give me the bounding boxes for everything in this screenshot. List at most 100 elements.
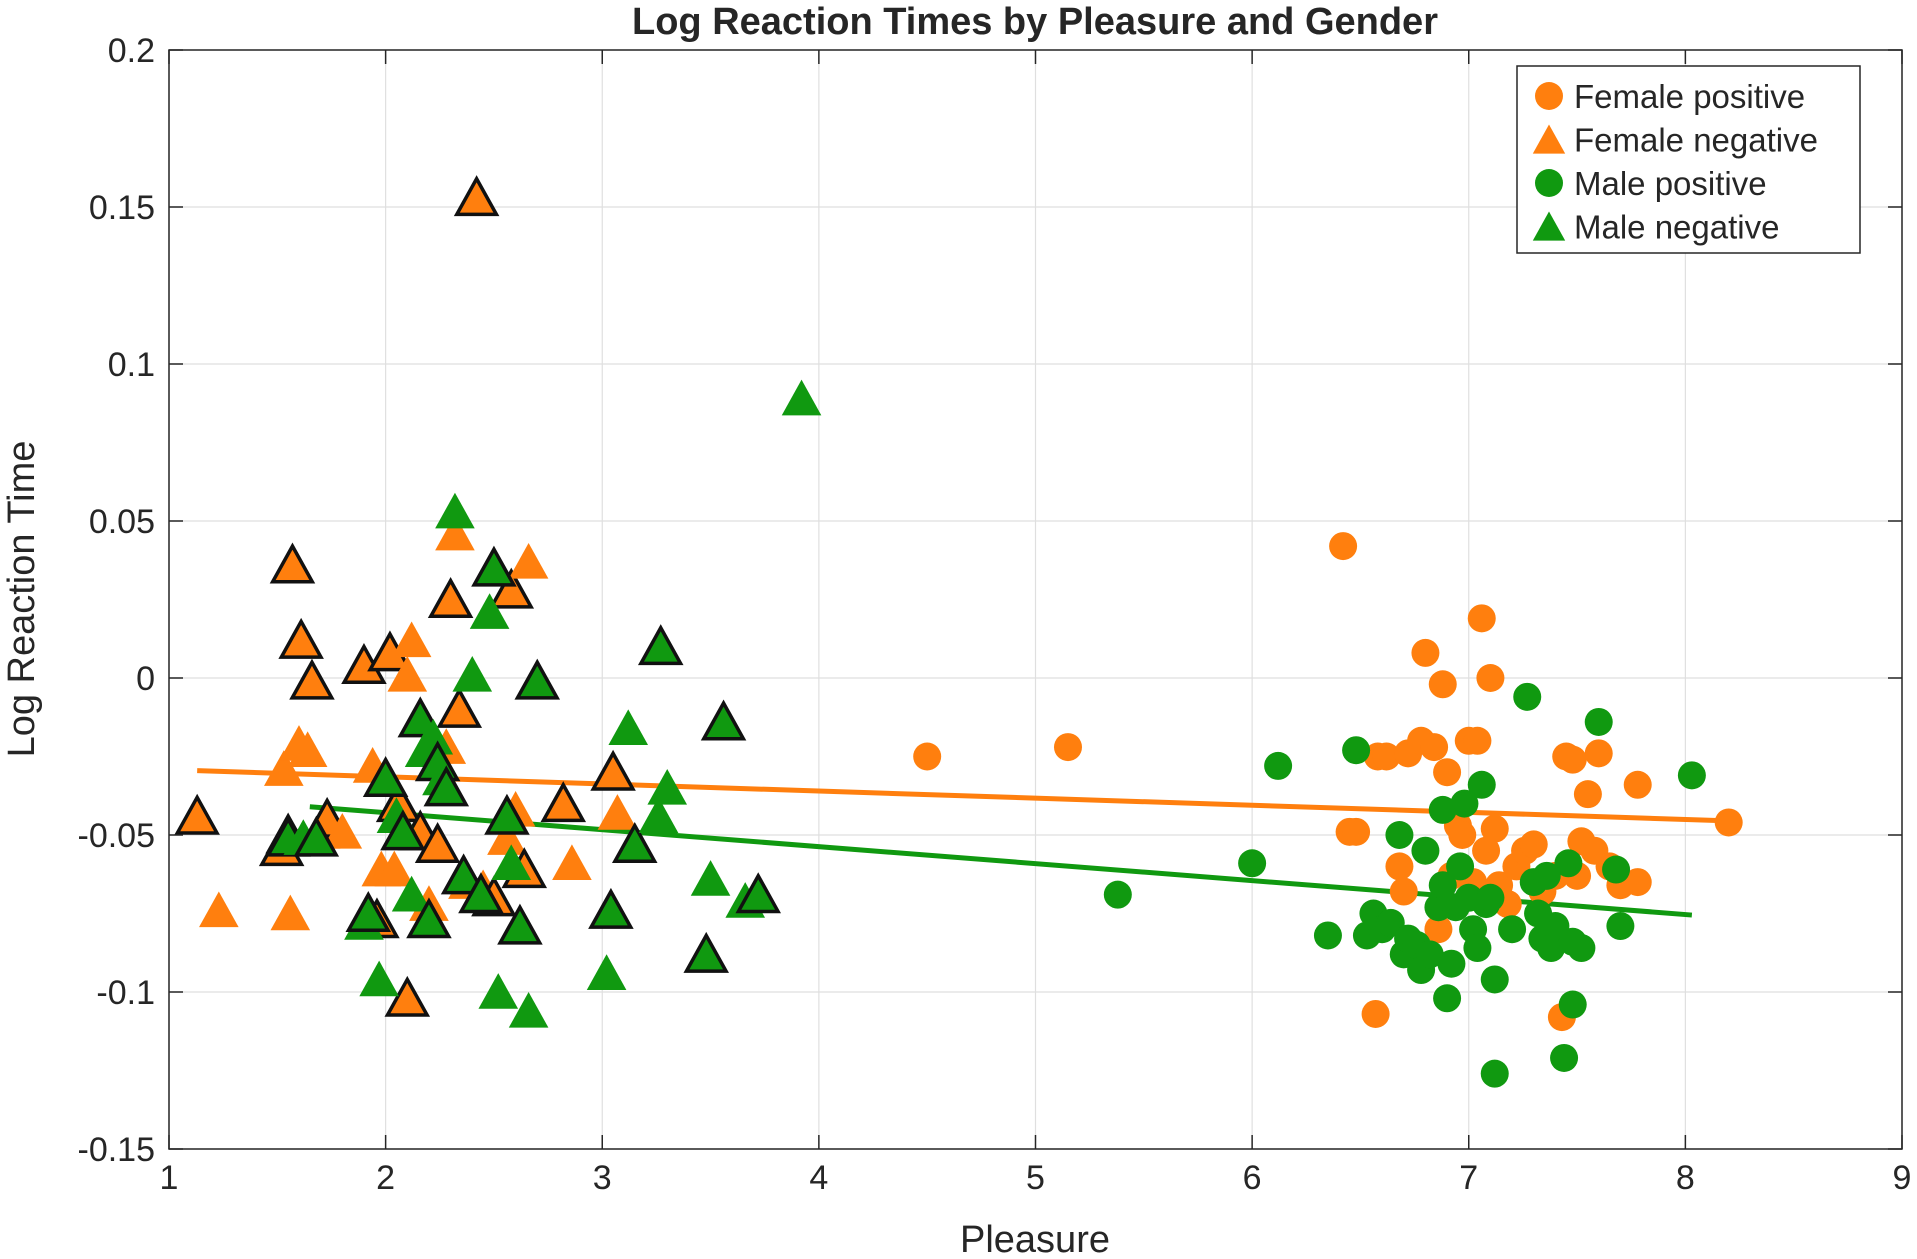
male-negative-point bbox=[469, 593, 510, 629]
female-positive-point bbox=[1714, 808, 1743, 837]
male-positive-point bbox=[1480, 1059, 1509, 1088]
male-negative-point bbox=[471, 545, 517, 587]
male-negative-point bbox=[611, 821, 658, 863]
female-positive-point bbox=[1411, 638, 1440, 667]
x-tick-label: 6 bbox=[1243, 1159, 1262, 1197]
female-positive-point bbox=[1476, 664, 1505, 692]
female-negative-point bbox=[590, 749, 636, 791]
female-negative-point bbox=[174, 793, 220, 835]
male-positive-point bbox=[1437, 949, 1466, 978]
female-negative-point bbox=[597, 794, 638, 830]
male-positive-point bbox=[1602, 855, 1631, 884]
male-positive-point bbox=[1238, 849, 1267, 878]
legend-entry-male-negative: Male negative bbox=[1574, 209, 1779, 246]
x-tick-label: 2 bbox=[376, 1159, 395, 1197]
female-positive-point bbox=[1420, 733, 1449, 762]
male-negative-point bbox=[440, 853, 487, 895]
male-negative-point bbox=[608, 709, 649, 746]
female-positive-point bbox=[1519, 830, 1548, 859]
male-positive-point bbox=[1606, 912, 1635, 941]
male-positive-point bbox=[1463, 934, 1492, 963]
female-positive-point bbox=[1329, 532, 1358, 561]
x-tick-label: 5 bbox=[1026, 1159, 1045, 1197]
female-positive-point bbox=[1342, 817, 1371, 846]
female-positive-point bbox=[1472, 836, 1501, 865]
x-tick-label: 8 bbox=[1676, 1159, 1695, 1197]
female-positive-point bbox=[1463, 726, 1492, 755]
female-negative-point bbox=[269, 542, 316, 584]
male-positive-point bbox=[1433, 984, 1462, 1013]
legend-marker-female-positive bbox=[1535, 82, 1563, 110]
legend-entry-female-negative: Female negative bbox=[1574, 122, 1818, 159]
y-axis-label: Log Reaction Time bbox=[1, 441, 43, 758]
male-negative-point bbox=[406, 897, 452, 939]
female-negative-point bbox=[540, 781, 587, 823]
male-positive-point bbox=[1103, 880, 1132, 909]
male-positive-point bbox=[1385, 821, 1414, 849]
female-positive-point bbox=[1448, 821, 1477, 849]
male-negative-point bbox=[458, 872, 504, 914]
female-negative-point bbox=[387, 656, 428, 692]
legend: Female positive Female negative Male posit… bbox=[1516, 65, 1861, 254]
female-negative-point bbox=[508, 542, 549, 579]
male-negative-point bbox=[735, 872, 781, 914]
axis-ticks: 1 2 3 4 5 6 7 8 9 -0.15 -0.1 -0.05 0 0.05 0.1 0.15 0.2 bbox=[78, 32, 1912, 1197]
female-negative-point bbox=[322, 813, 363, 849]
male-positive-point bbox=[1428, 795, 1457, 824]
legend-marker-male-negative bbox=[1532, 211, 1566, 241]
female-positive-point bbox=[1372, 742, 1401, 771]
legend-entry-female-positive: Female positive bbox=[1574, 78, 1805, 115]
male-negative-point bbox=[647, 769, 688, 805]
male-positive-point bbox=[1532, 861, 1561, 890]
male-positive-point bbox=[1446, 852, 1475, 881]
male-negative-point bbox=[380, 809, 426, 851]
female-positive-point bbox=[1573, 780, 1602, 809]
male-positive-point bbox=[1677, 761, 1706, 790]
male-negative-point bbox=[683, 931, 730, 973]
x-tick-label: 1 bbox=[160, 1159, 179, 1197]
female-positive-point bbox=[1428, 670, 1457, 699]
female-positive-point bbox=[1053, 733, 1082, 762]
male-positive-point bbox=[1450, 789, 1479, 818]
male-negative-point bbox=[700, 699, 747, 741]
male-positive-point bbox=[1342, 736, 1371, 765]
male-positive-point bbox=[1264, 751, 1293, 780]
male-negative-point bbox=[359, 960, 399, 997]
female-negative-point bbox=[278, 617, 324, 659]
legend-box bbox=[1516, 65, 1861, 254]
male-negative-point bbox=[452, 656, 493, 692]
y-tick-label: -0.05 bbox=[78, 817, 156, 855]
male-negative-point bbox=[514, 658, 561, 700]
female-negative-point bbox=[453, 175, 500, 217]
female-positive-point bbox=[1389, 877, 1418, 906]
male-negative-point bbox=[362, 756, 409, 798]
x-axis-label: Pleasure bbox=[960, 1219, 1110, 1259]
female-positive-point bbox=[1424, 915, 1453, 944]
male-positive-point bbox=[1476, 883, 1505, 912]
male-negative-point bbox=[391, 875, 432, 912]
y-tick-label: -0.1 bbox=[96, 974, 155, 1012]
female-negative-point bbox=[436, 686, 483, 728]
male-positive-point bbox=[1467, 770, 1496, 799]
male-negative-point bbox=[293, 815, 340, 857]
male-positive-point bbox=[1428, 871, 1457, 900]
female-positive-point bbox=[1480, 814, 1509, 843]
male-negative-point bbox=[484, 793, 530, 835]
male-negative-point bbox=[423, 765, 470, 807]
female-negative-point bbox=[391, 621, 432, 658]
y-tick-label: 0.05 bbox=[89, 503, 155, 541]
female-negative-point bbox=[264, 750, 304, 786]
male-positive-point bbox=[1550, 1043, 1579, 1072]
y-tick-label: 0 bbox=[136, 660, 155, 698]
y-tick-label: 0.1 bbox=[108, 346, 155, 384]
female-negative-point bbox=[427, 577, 474, 619]
male-positive-point bbox=[1415, 940, 1444, 969]
x-tick-label: 3 bbox=[593, 1159, 612, 1197]
male-negative-point bbox=[478, 973, 519, 1009]
male-negative-point bbox=[491, 844, 532, 881]
male-positive-point bbox=[1554, 849, 1583, 878]
male-negative-point bbox=[497, 903, 543, 945]
female-negative-point bbox=[270, 894, 311, 931]
male-negative-point bbox=[345, 891, 392, 933]
male-positive-point bbox=[1558, 990, 1587, 1019]
